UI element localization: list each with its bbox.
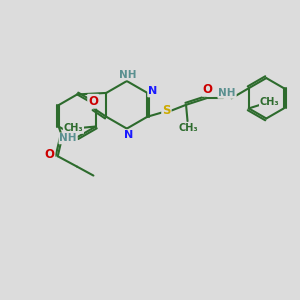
- Text: N: N: [124, 130, 133, 140]
- Text: NH: NH: [218, 88, 236, 98]
- Text: CH₃: CH₃: [64, 123, 83, 133]
- Text: NH: NH: [119, 70, 136, 80]
- Text: CH₃: CH₃: [260, 98, 279, 107]
- Text: O: O: [44, 148, 54, 161]
- Text: S: S: [162, 104, 171, 117]
- Text: NH: NH: [59, 134, 77, 143]
- Text: N: N: [148, 86, 158, 96]
- Text: O: O: [203, 83, 213, 96]
- Text: O: O: [88, 95, 98, 108]
- Text: CH₃: CH₃: [178, 123, 198, 133]
